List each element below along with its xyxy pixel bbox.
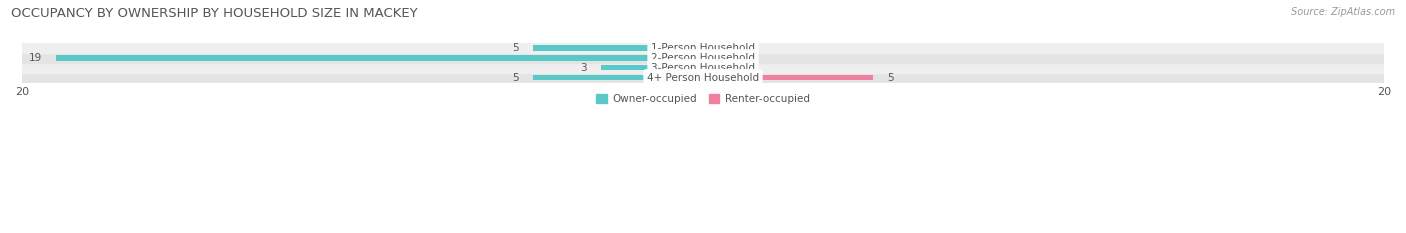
Text: 0: 0 [717,53,723,63]
Bar [533,75,703,80]
Bar [22,43,1384,53]
Text: 3: 3 [581,63,588,73]
Bar [600,65,703,70]
Text: Source: ZipAtlas.com: Source: ZipAtlas.com [1291,7,1395,17]
Bar [703,65,737,70]
Bar [703,75,873,80]
Text: 5: 5 [513,43,519,53]
Bar [703,45,737,51]
Text: 5: 5 [513,73,519,83]
Text: 4+ Person Household: 4+ Person Household [647,73,759,83]
Text: 1: 1 [751,43,758,53]
Text: OCCUPANCY BY OWNERSHIP BY HOUSEHOLD SIZE IN MACKEY: OCCUPANCY BY OWNERSHIP BY HOUSEHOLD SIZE… [11,7,418,20]
Text: 5: 5 [887,73,893,83]
Text: 19: 19 [30,53,42,63]
Legend: Owner-occupied, Renter-occupied: Owner-occupied, Renter-occupied [596,94,810,104]
Bar [56,55,703,61]
Bar [22,53,1384,63]
Bar [22,63,1384,73]
Bar [533,45,703,51]
Text: 2-Person Household: 2-Person Household [651,53,755,63]
Text: 3-Person Household: 3-Person Household [651,63,755,73]
Text: 1: 1 [751,63,758,73]
Text: 1-Person Household: 1-Person Household [651,43,755,53]
Bar [22,73,1384,82]
